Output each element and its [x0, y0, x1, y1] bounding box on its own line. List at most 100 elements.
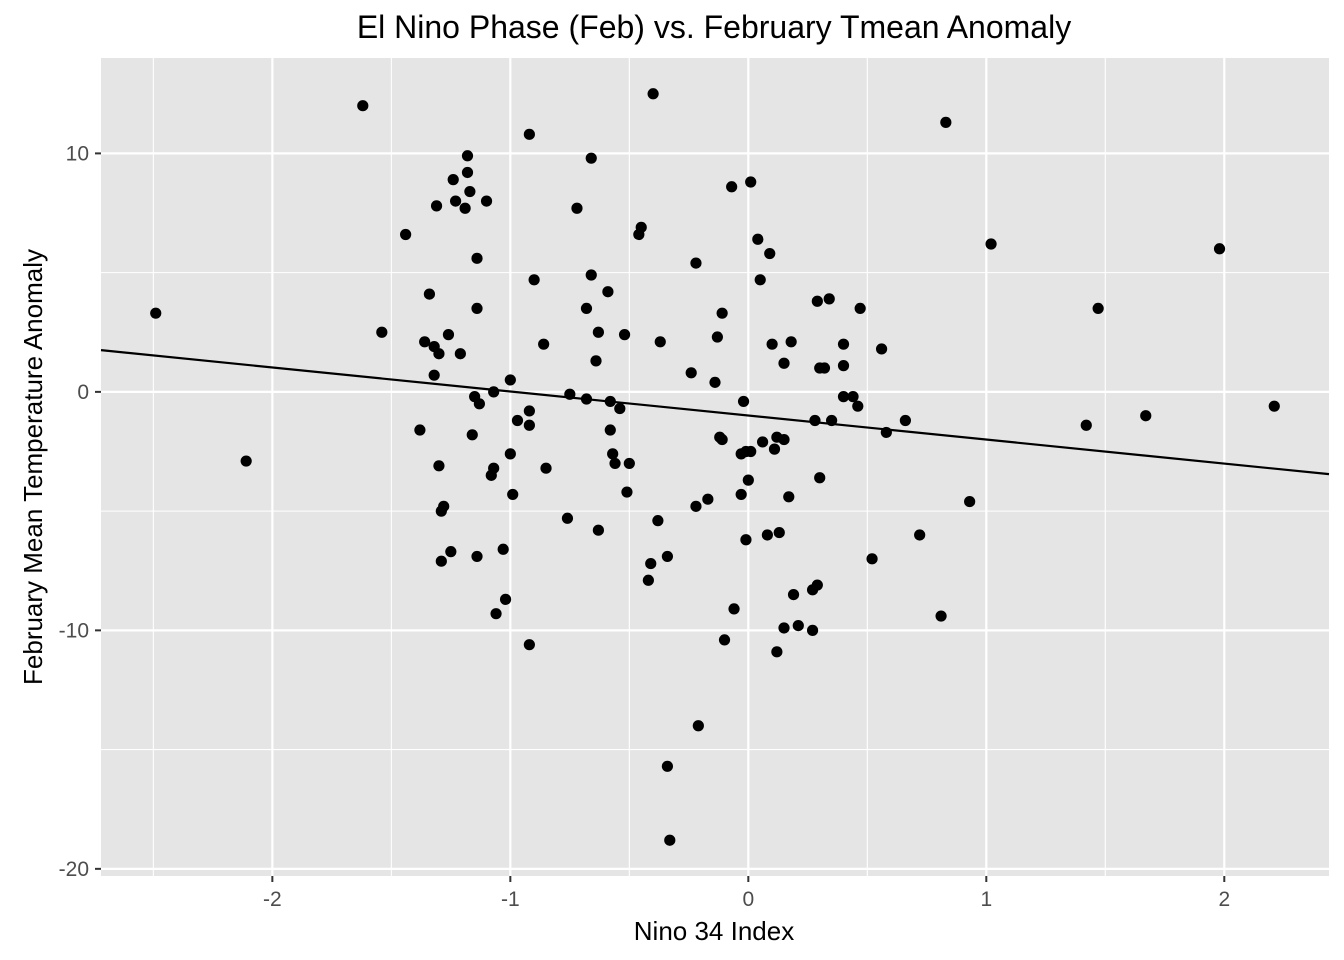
data-point [647, 88, 659, 100]
x-axis-title: Nino 34 Index [634, 916, 794, 946]
data-point [507, 488, 519, 501]
data-point [538, 338, 550, 350]
data-point [438, 500, 450, 512]
data-point [376, 326, 388, 338]
data-point [428, 369, 440, 381]
data-point [466, 429, 478, 441]
data-point [852, 400, 864, 412]
data-point [718, 634, 731, 646]
data-point [1080, 419, 1092, 431]
minor-gridlines [101, 58, 1329, 876]
data-point [652, 515, 664, 527]
data-point [654, 336, 666, 348]
y-tick-label: 10 [66, 142, 89, 165]
data-point [564, 388, 576, 400]
data-point [419, 336, 431, 348]
data-point [592, 524, 604, 536]
data-point [754, 274, 766, 286]
data-point [664, 834, 676, 846]
data-point [742, 474, 754, 486]
data-point [511, 414, 524, 427]
data-point [854, 302, 866, 315]
data-point [745, 445, 757, 458]
data-point [473, 398, 485, 410]
data-point [964, 495, 976, 508]
data-point [357, 100, 369, 112]
x-tick-label: -2 [263, 888, 282, 911]
data-point [814, 472, 826, 484]
data-point [1213, 243, 1226, 255]
data-point [504, 374, 516, 386]
data-point [914, 529, 926, 541]
data-point [737, 395, 750, 408]
data-point [445, 546, 457, 558]
data-point [523, 639, 535, 651]
data-point [585, 269, 597, 281]
data-point [811, 295, 823, 307]
data-point [847, 391, 859, 403]
data-point [523, 128, 535, 140]
data-point [471, 550, 483, 563]
data-point [935, 610, 947, 622]
data-point [480, 195, 493, 207]
data-point [435, 555, 447, 567]
data-point [585, 152, 597, 164]
data-point [837, 360, 850, 372]
data-point [400, 228, 412, 241]
data-point [580, 393, 593, 405]
data-points [150, 88, 1280, 846]
data-point [447, 174, 459, 186]
data-point [768, 443, 781, 455]
data-point [702, 493, 714, 505]
data-point [783, 491, 795, 503]
data-point [771, 646, 783, 658]
data-point [745, 176, 757, 188]
data-point [785, 336, 797, 348]
data-point [787, 588, 800, 601]
data-point [778, 357, 790, 369]
data-point [764, 247, 776, 260]
x-axis-ticks: -2 -1 0 1 2 [263, 876, 1230, 911]
data-point [561, 512, 574, 524]
data-point [609, 457, 621, 470]
data-point [604, 395, 616, 408]
data-point [607, 448, 619, 460]
data-point [602, 286, 614, 298]
data-point [685, 367, 697, 379]
data-point [837, 338, 850, 350]
data-point [1140, 410, 1152, 422]
data-point [792, 619, 804, 632]
data-point [940, 116, 952, 128]
data-point [414, 424, 426, 436]
data-point [528, 274, 540, 286]
data-point [826, 414, 838, 427]
data-point [459, 202, 471, 214]
data-point [899, 414, 911, 427]
data-point [580, 302, 593, 315]
data-point [716, 307, 728, 319]
data-point [461, 166, 474, 179]
data-point [488, 462, 500, 474]
data-point [488, 386, 500, 398]
data-point [490, 608, 502, 620]
data-point [823, 293, 835, 305]
data-point [709, 376, 721, 388]
data-point [592, 326, 604, 338]
data-point [442, 329, 455, 341]
data-point [430, 200, 443, 212]
data-point [471, 302, 483, 315]
data-point [866, 553, 878, 565]
data-point [661, 760, 674, 772]
data-point [875, 343, 888, 355]
data-point [540, 462, 552, 474]
data-point [716, 433, 728, 446]
data-point [690, 500, 702, 512]
regression-line [100, 349, 1330, 476]
data-point [761, 529, 773, 541]
data-point [985, 238, 997, 250]
data-point [642, 574, 654, 586]
data-point [752, 233, 764, 245]
data-point [461, 150, 474, 162]
data-point [809, 414, 821, 427]
